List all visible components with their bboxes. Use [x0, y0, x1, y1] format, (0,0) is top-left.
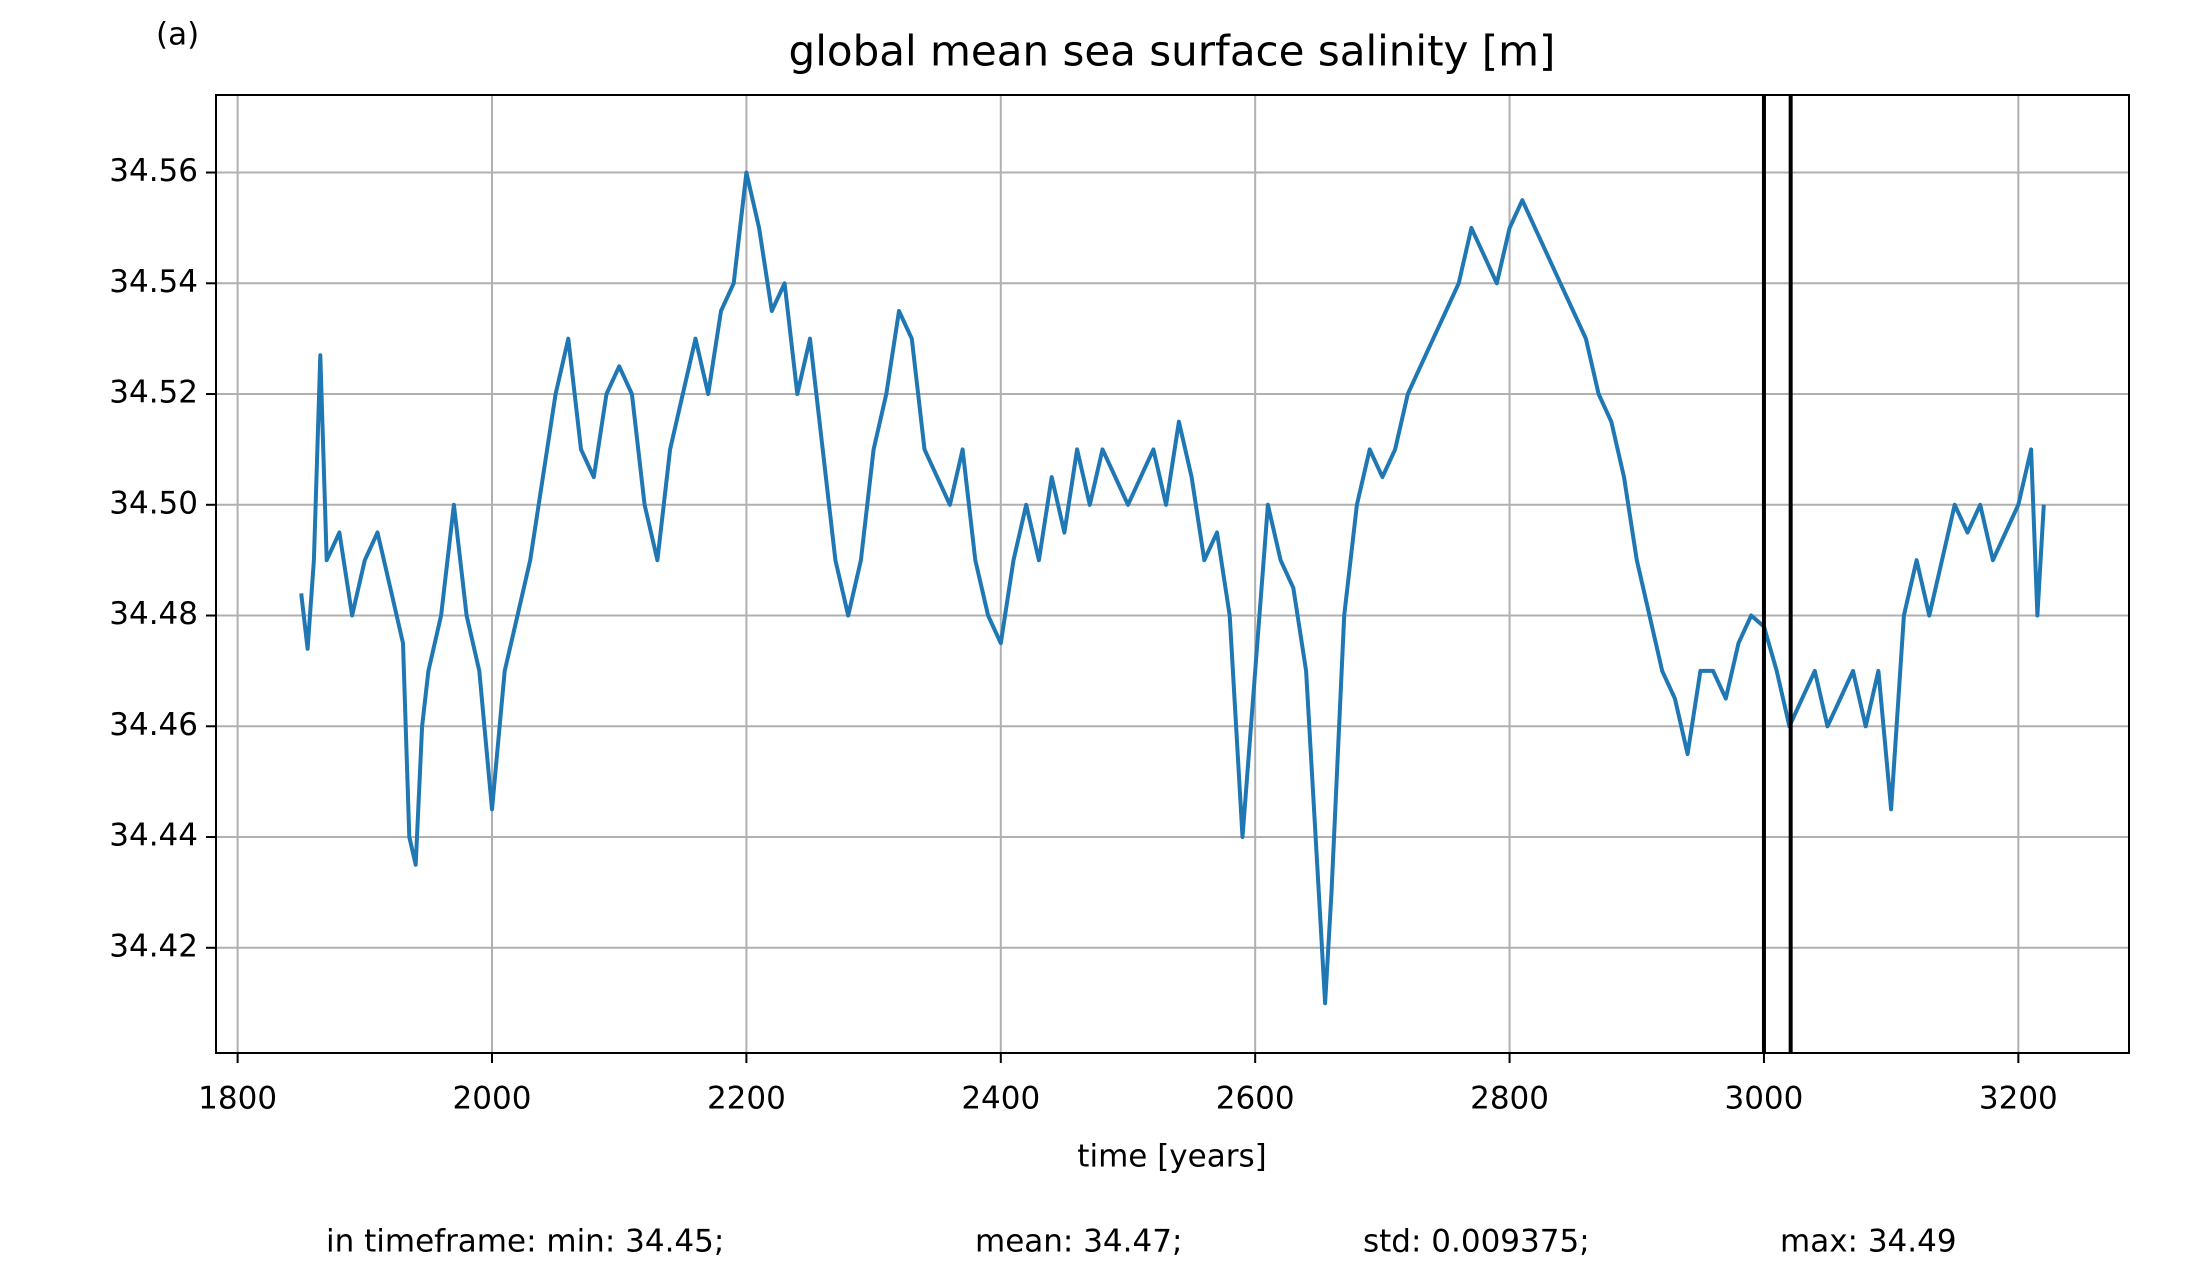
x-tick-label: 1800 — [198, 1081, 277, 1117]
y-tick-label: 34.52 — [109, 375, 198, 411]
x-tick-label: 2600 — [1216, 1081, 1295, 1117]
y-tick-label: 34.46 — [109, 707, 198, 743]
y-tick-label: 34.48 — [109, 596, 198, 632]
footer-text: mean: 34.47; — [975, 1224, 1182, 1260]
x-tick-label: 2800 — [1470, 1081, 1549, 1117]
y-tick-label: 34.54 — [109, 264, 198, 300]
data-line — [299, 170, 2046, 1006]
y-tick-label: 34.56 — [109, 153, 198, 189]
footer-text: max: 34.49 — [1780, 1224, 1957, 1260]
y-tick-label: 34.42 — [109, 928, 198, 964]
x-tick-label: 2200 — [707, 1081, 786, 1117]
panel-label: (a) — [156, 17, 199, 53]
y-tick-label: 34.50 — [109, 485, 198, 521]
footer-text: std: 0.009375; — [1363, 1224, 1590, 1260]
x-axis-label: time [years] — [1077, 1139, 1266, 1175]
y-tick-label: 34.44 — [109, 818, 198, 854]
plot-frame — [215, 94, 2130, 1054]
x-tick-label: 2400 — [961, 1081, 1040, 1117]
x-tick-label: 3200 — [1979, 1081, 2058, 1117]
x-tick-label: 3000 — [1724, 1081, 1803, 1117]
x-tick-label: 2000 — [453, 1081, 532, 1117]
chart-title: global mean sea surface salinity [m] — [789, 27, 1556, 76]
footer-text: in timeframe: min: 34.45; — [326, 1224, 724, 1260]
